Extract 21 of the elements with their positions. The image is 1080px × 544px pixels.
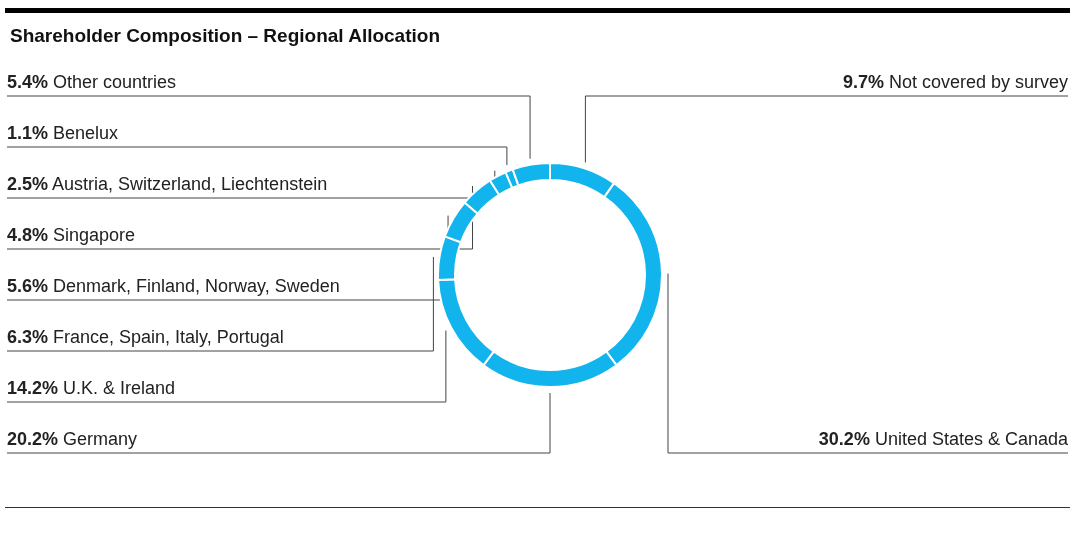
data-label: 14.2% (7, 378, 59, 398)
data-label: 6.3% (7, 327, 49, 347)
slice-label: Denmark, Finland, Norway, Sweden (48, 276, 340, 296)
data-label: 2.5% (7, 174, 49, 194)
slice-label: U.K. & Ireland (58, 378, 176, 398)
slice-label: Not covered by survey (883, 72, 1068, 92)
data-label: 9.7% (842, 72, 884, 92)
data-label: 30.2% (818, 429, 870, 449)
slice-label: Other countries (48, 72, 177, 92)
data-label: 1.1% (7, 123, 49, 143)
chart-title: Shareholder Composition – Regional Allocation (10, 25, 441, 46)
data-label: 5.6% (7, 276, 49, 296)
slice-label: Austria, Switzerland, Liechtenstein (48, 174, 328, 194)
data-label: 5.4% (7, 72, 49, 92)
slice-label: United States & Canada (869, 429, 1069, 449)
data-label: 4.8% (7, 225, 49, 245)
data-label: 20.2% (7, 429, 59, 449)
slice-label: Benelux (48, 123, 119, 143)
slice-label: Germany (58, 429, 138, 449)
slice-label: France, Spain, Italy, Portugal (48, 327, 284, 347)
slice-label: Singapore (48, 225, 136, 245)
